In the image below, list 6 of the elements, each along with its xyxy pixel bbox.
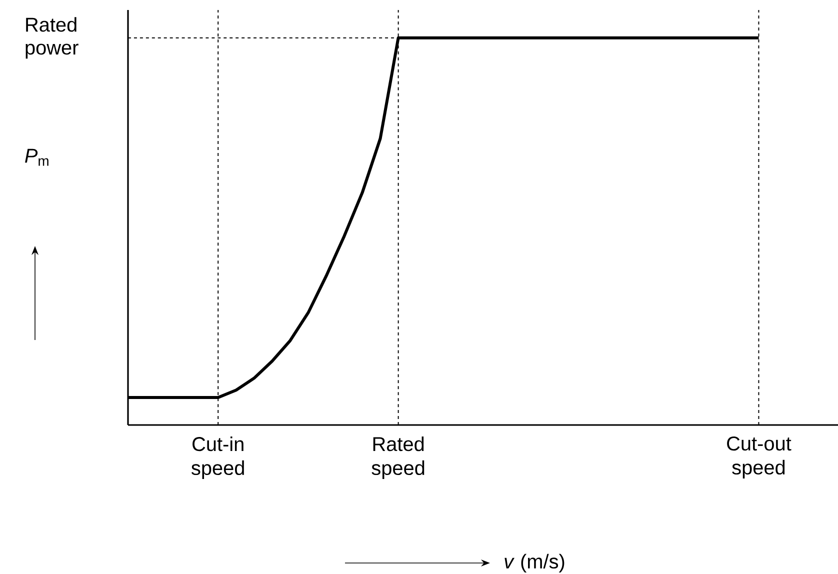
ref-line-label: Rated power xyxy=(26,17,78,59)
x-axis-title: v (m/s) xyxy=(504,554,564,572)
x-tick-label: Cut-out speed xyxy=(727,436,792,478)
y-axis-title: P$_{m}$ xyxy=(25,148,48,166)
x-tick-label: Cut-in speed xyxy=(192,436,244,480)
x-tick-label: Rated speed xyxy=(372,436,424,480)
